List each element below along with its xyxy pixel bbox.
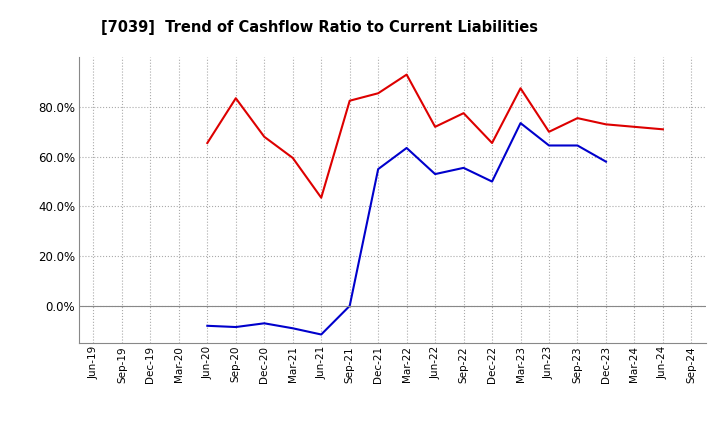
Free CF to Current Liabilities: [459, 165, 468, 171]
Operating CF to Current Liabilities: [232, 95, 240, 101]
Free CF to Current Liabilities: [203, 323, 212, 328]
Operating CF to Current Liabilities: [346, 98, 354, 103]
Free CF to Current Liabilities: [487, 179, 496, 184]
Free CF to Current Liabilities: [602, 159, 611, 164]
Operating CF to Current Liabilities: [516, 86, 525, 91]
Operating CF to Current Liabilities: [602, 122, 611, 127]
Free CF to Current Liabilities: [402, 145, 411, 150]
Operating CF to Current Liabilities: [545, 129, 554, 135]
Operating CF to Current Liabilities: [317, 195, 325, 200]
Operating CF to Current Liabilities: [203, 140, 212, 146]
Operating CF to Current Liabilities: [659, 127, 667, 132]
Operating CF to Current Liabilities: [260, 134, 269, 139]
Free CF to Current Liabilities: [289, 326, 297, 331]
Operating CF to Current Liabilities: [459, 110, 468, 116]
Operating CF to Current Liabilities: [487, 140, 496, 146]
Free CF to Current Liabilities: [374, 166, 382, 172]
Free CF to Current Liabilities: [545, 143, 554, 148]
Free CF to Current Liabilities: [516, 121, 525, 126]
Operating CF to Current Liabilities: [374, 91, 382, 96]
Line: Free CF to Current Liabilities: Free CF to Current Liabilities: [207, 123, 606, 334]
Text: [7039]  Trend of Cashflow Ratio to Current Liabilities: [7039] Trend of Cashflow Ratio to Curren…: [101, 20, 538, 35]
Operating CF to Current Liabilities: [431, 124, 439, 129]
Free CF to Current Liabilities: [232, 324, 240, 330]
Free CF to Current Liabilities: [573, 143, 582, 148]
Free CF to Current Liabilities: [346, 303, 354, 308]
Line: Operating CF to Current Liabilities: Operating CF to Current Liabilities: [207, 75, 663, 198]
Free CF to Current Liabilities: [431, 172, 439, 177]
Operating CF to Current Liabilities: [289, 155, 297, 161]
Free CF to Current Liabilities: [260, 321, 269, 326]
Operating CF to Current Liabilities: [402, 72, 411, 77]
Operating CF to Current Liabilities: [573, 115, 582, 121]
Free CF to Current Liabilities: [317, 332, 325, 337]
